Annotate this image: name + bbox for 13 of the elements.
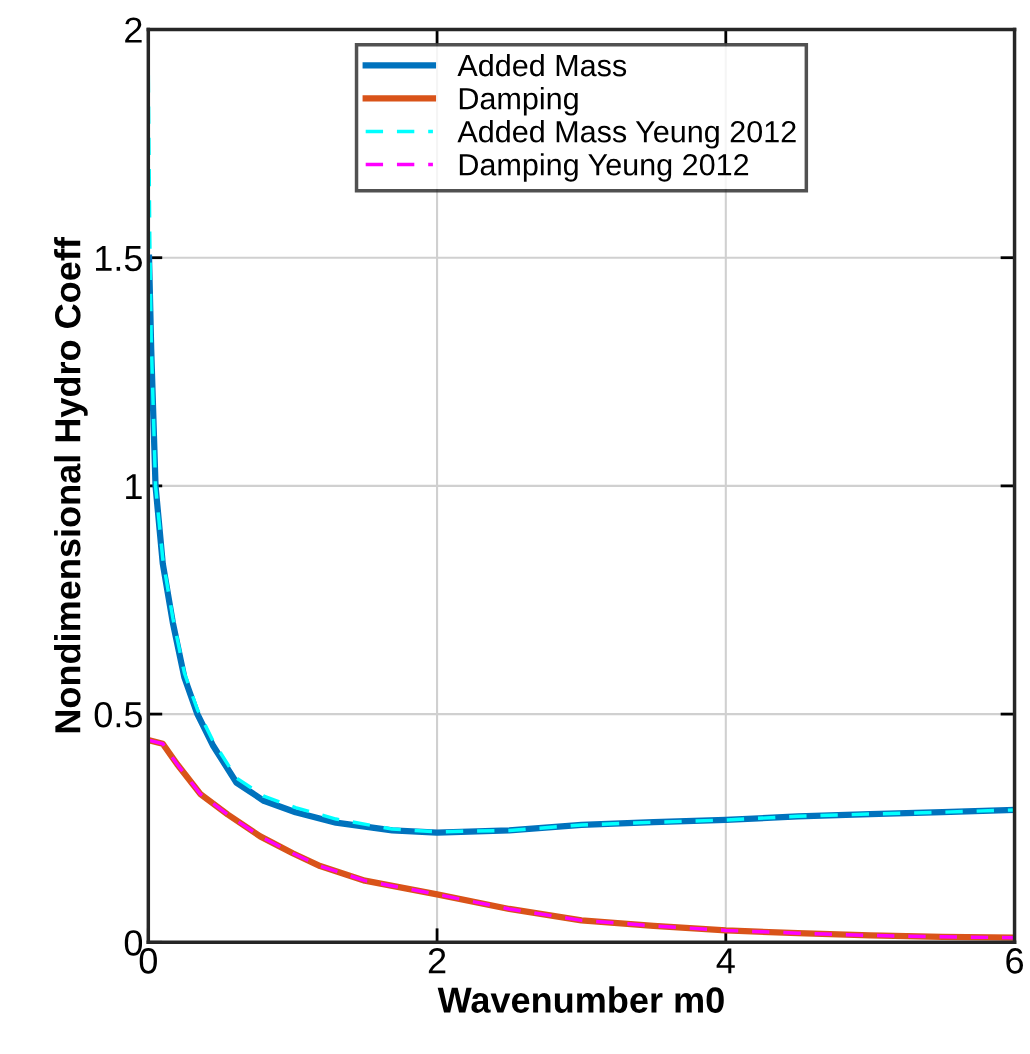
legend-label: Added Mass Yeung 2012 (457, 120, 796, 149)
y-axis-title: Nondimensional Hydro Coeff (54, 237, 88, 733)
x-tick-label: 4 (716, 948, 735, 974)
y-tick-label: 1 (126, 474, 142, 499)
x-tick-label: 6 (1006, 948, 1024, 974)
x-axis-title: Wavenumber m0 (437, 986, 724, 1013)
legend-label: Damping (459, 87, 578, 116)
legend-label: Added Mass (457, 53, 627, 77)
x-tick-label: 2 (428, 948, 446, 974)
y-tick-label: 2 (125, 17, 142, 43)
y-tick-label: 0.5 (94, 701, 142, 728)
y-tick-label: 1.5 (96, 245, 142, 272)
legend-label: Damping Yeung 2012 (459, 153, 749, 182)
